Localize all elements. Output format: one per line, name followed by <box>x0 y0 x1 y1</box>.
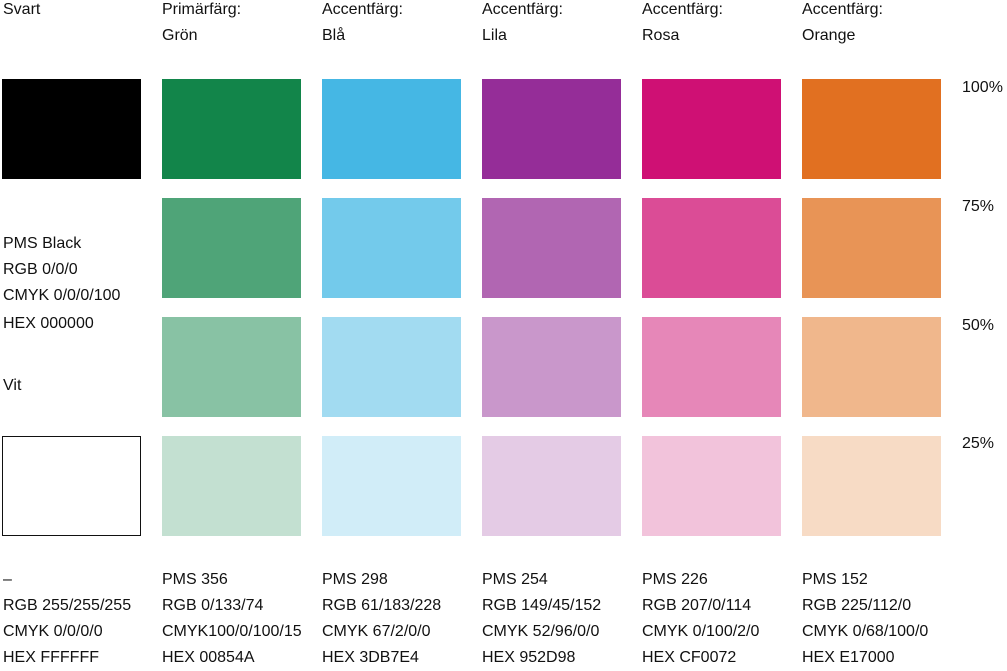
swatch-50 <box>802 317 941 417</box>
pms-code: PMS 152 <box>802 571 868 588</box>
column-color-name: Rosa <box>642 27 680 44</box>
black-cmyk: CMYK 0/0/0/100 <box>3 287 121 304</box>
hex-value: HEX CF0072 <box>642 649 737 666</box>
black-rgb: RGB 0/0/0 <box>3 261 78 278</box>
cmyk-value: CMYK100/0/100/15 <box>162 623 302 640</box>
pms-code: PMS 298 <box>322 571 388 588</box>
percentage-label-25: 25% <box>962 435 995 452</box>
swatch-100 <box>802 79 941 179</box>
swatch-75 <box>482 198 621 298</box>
hex-value: HEX 00854A <box>162 649 255 666</box>
column-label: Accentfärg: <box>642 1 723 18</box>
swatch-100 <box>642 79 781 179</box>
white-hex: HEX FFFFFF <box>3 649 99 666</box>
swatch-75 <box>642 198 781 298</box>
column-color-name: Grön <box>162 27 198 44</box>
white-swatch <box>2 436 141 536</box>
swatch-25 <box>322 436 461 536</box>
white-pms: – <box>3 571 12 588</box>
black-pms: PMS Black <box>3 235 82 252</box>
swatch-50 <box>482 317 621 417</box>
percentage-label-100: 100% <box>962 79 1003 96</box>
black-swatch <box>2 79 141 179</box>
swatch-75 <box>322 198 461 298</box>
hex-value: HEX 952D98 <box>482 649 576 666</box>
column-label: Accentfärg: <box>322 1 403 18</box>
cmyk-value: CMYK 0/68/100/0 <box>802 623 929 640</box>
column-color-name: Blå <box>322 27 346 44</box>
black-title: Svart <box>3 1 41 18</box>
swatch-25 <box>802 436 941 536</box>
pms-code: PMS 356 <box>162 571 228 588</box>
swatch-50 <box>642 317 781 417</box>
hex-value: HEX E17000 <box>802 649 895 666</box>
swatch-25 <box>482 436 621 536</box>
swatch-50 <box>322 317 461 417</box>
swatch-100 <box>482 79 621 179</box>
swatch-25 <box>162 436 301 536</box>
column-color-name: Orange <box>802 27 856 44</box>
white-cmyk: CMYK 0/0/0/0 <box>3 623 103 640</box>
white-title: Vit <box>3 377 22 394</box>
hex-value: HEX 3DB7E4 <box>322 649 419 666</box>
swatch-25 <box>642 436 781 536</box>
black-hex: HEX 000000 <box>3 315 94 332</box>
rgb-value: RGB 225/112/0 <box>802 597 912 614</box>
rgb-value: RGB 61/183/228 <box>322 597 442 614</box>
percentage-label-50: 50% <box>962 317 995 334</box>
cmyk-value: CMYK 67/2/0/0 <box>322 623 431 640</box>
column-label: Accentfärg: <box>802 1 883 18</box>
swatch-100 <box>322 79 461 179</box>
cmyk-value: CMYK 52/96/0/0 <box>482 623 600 640</box>
column-label: Accentfärg: <box>482 1 563 18</box>
percentage-label-75: 75% <box>962 198 995 215</box>
pms-code: PMS 254 <box>482 571 548 588</box>
swatch-100 <box>162 79 301 179</box>
swatch-50 <box>162 317 301 417</box>
white-rgb: RGB 255/255/255 <box>3 597 132 614</box>
column-label: Primärfärg: <box>162 1 242 18</box>
swatch-75 <box>162 198 301 298</box>
rgb-value: RGB 207/0/114 <box>642 597 752 614</box>
pms-code: PMS 226 <box>642 571 708 588</box>
cmyk-value: CMYK 0/100/2/0 <box>642 623 760 640</box>
column-color-name: Lila <box>482 27 507 44</box>
swatch-75 <box>802 198 941 298</box>
rgb-value: RGB 149/45/152 <box>482 597 602 614</box>
rgb-value: RGB 0/133/74 <box>162 597 264 614</box>
